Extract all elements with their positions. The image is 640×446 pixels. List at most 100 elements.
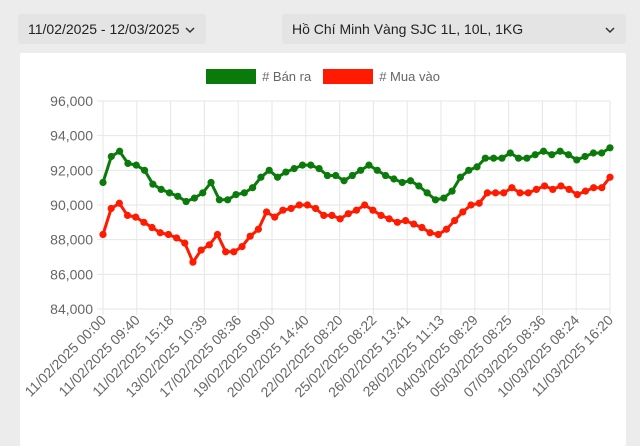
data-point-sell [224,196,232,204]
data-point-buy [451,217,459,225]
data-point-sell [174,192,182,200]
data-point-sell [273,173,282,181]
y-tick-label: 96,000 [50,93,93,109]
data-point-buy [262,208,271,216]
data-point-buy [148,223,156,232]
data-point-sell [398,178,406,187]
y-tick-label: 84,000 [50,301,93,317]
product-value: Hồ Chí Minh Vàng SJC 1L, 10L, 1KG [292,21,524,37]
data-point-sell [140,166,149,174]
data-point-buy [508,184,516,192]
data-point-buy [197,246,205,254]
y-tick-label: 90,000 [50,197,93,213]
legend-item-sell[interactable]: # Bán ra [206,69,311,84]
data-point-buy [295,201,303,209]
data-point-buy [336,215,344,223]
date-range-select[interactable]: 11/02/2025 - 12/03/2025 [18,14,206,44]
data-point-sell [456,173,464,181]
legend-swatch-buy [323,69,374,84]
legend-label-buy: # Mua vào [379,69,440,84]
data-point-buy [222,248,230,256]
data-point-sell [348,171,356,180]
data-point-sell [498,154,506,162]
data-point-buy [246,232,254,240]
data-point-buy [581,187,590,195]
y-tick-label: 94,000 [50,128,93,144]
data-point-sell [564,151,573,159]
data-point-sell [381,171,390,180]
data-point-sell [548,151,556,159]
data-point-buy [107,204,115,213]
legend-swatch-sell [206,69,257,84]
data-point-buy [393,218,401,226]
data-point-buy [500,189,508,197]
data-point-sell [116,147,124,155]
data-point-buy [606,173,614,181]
data-point-buy [123,211,132,219]
data-point-sell [165,189,174,197]
data-point-buy [410,220,418,228]
data-point-buy [213,230,222,239]
data-point-buy [156,229,164,237]
data-point-sell [514,154,523,162]
data-point-sell [431,196,440,204]
data-point-sell [282,168,290,176]
data-point-sell [523,154,531,162]
data-point-sell [373,166,381,174]
data-point-buy [369,206,377,214]
date-range-value: 11/02/2025 - 12/03/2025 [28,21,180,37]
data-point-sell [182,197,190,206]
data-point-buy [320,211,328,219]
data-point-sell [531,151,539,159]
legend-item-buy[interactable]: # Mua vào [323,69,440,84]
data-point-sell [589,149,597,157]
data-point-buy [442,225,451,233]
data-point-sell [232,191,240,199]
product-select[interactable]: Hồ Chí Minh Vàng SJC 1L, 10L, 1KG [282,14,626,44]
data-point-sell [315,165,323,173]
data-point-buy [181,239,189,247]
data-point-buy [140,218,148,226]
data-point-buy [344,210,352,218]
data-point-sell [207,178,215,187]
data-point-sell [340,177,348,185]
data-point-sell [99,178,107,187]
data-point-buy [99,230,107,239]
data-point-buy [279,206,287,214]
data-point-buy [312,204,320,213]
data-point-buy [549,185,557,193]
chart-legend: # Bán ra # Mua vào [20,69,626,84]
data-point-buy [598,184,606,192]
data-point-sell [539,147,548,155]
data-point-sell [581,152,589,161]
data-point-sell [556,147,564,155]
data-point-buy [467,201,475,209]
data-point-sell [149,180,157,188]
data-point-buy [590,184,598,192]
data-point-buy [475,199,483,207]
data-point-buy [459,208,467,216]
data-point-buy [352,206,361,214]
data-point-sell [465,166,473,174]
data-point-buy [189,258,197,266]
data-point-buy [361,201,369,209]
data-point-buy [557,182,565,190]
data-point-buy [573,191,581,199]
data-point-sell [107,152,115,161]
data-point-buy [205,241,213,249]
data-point-sell [249,184,257,192]
data-point-sell [323,171,332,180]
data-point-buy [524,189,532,197]
data-point-sell [190,194,199,202]
data-point-sell [573,156,581,164]
data-point-sell [606,144,614,152]
data-point-buy [516,189,524,197]
data-point-buy [328,211,336,219]
data-point-sell [307,161,315,169]
data-point-buy [172,234,181,242]
data-point-sell [473,163,481,171]
data-point-buy [401,217,410,225]
data-point-sell [506,149,514,157]
data-point-sell [365,161,373,169]
data-point-sell [240,189,248,197]
